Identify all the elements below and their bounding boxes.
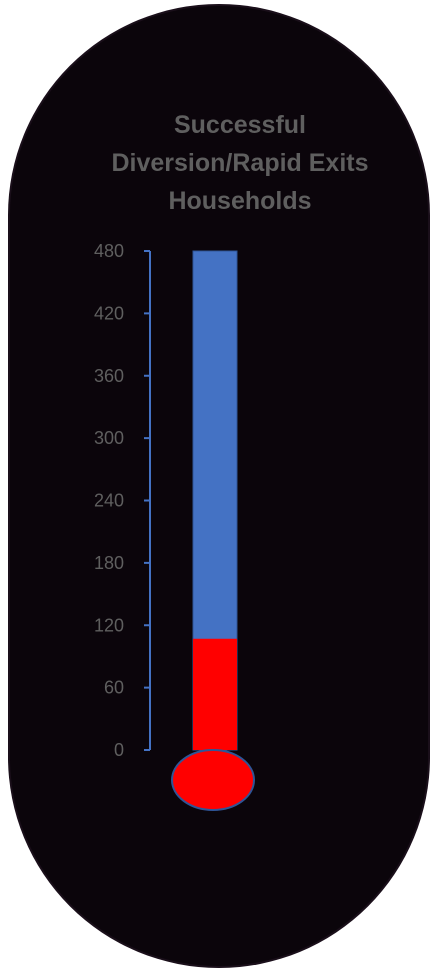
chart-title-line-3: Households <box>168 187 312 215</box>
y-tick-label: 0 <box>114 740 124 760</box>
chart-title: Successful Diversion/Rapid Exits Househo… <box>40 106 436 220</box>
chart-title-line-1: Successful <box>173 111 306 139</box>
bars <box>192 250 238 751</box>
y-tick-label: 360 <box>94 366 124 386</box>
y-tick-label: 480 <box>94 241 124 261</box>
y-tick-label: 240 <box>94 491 124 511</box>
y-tick-label: 180 <box>94 553 124 573</box>
y-tick-label: 60 <box>104 678 124 698</box>
chart-title-line-2: Diversion/Rapid Exits <box>111 149 369 177</box>
y-tick-label: 420 <box>94 303 124 323</box>
thermometer-bulb <box>171 749 255 811</box>
y-tick-label: 300 <box>94 428 124 448</box>
y-axis: 0 60 120 180 240 300 360 420 480 <box>94 241 151 760</box>
current-value-bar <box>193 638 237 750</box>
y-tick-label: 120 <box>94 615 124 635</box>
